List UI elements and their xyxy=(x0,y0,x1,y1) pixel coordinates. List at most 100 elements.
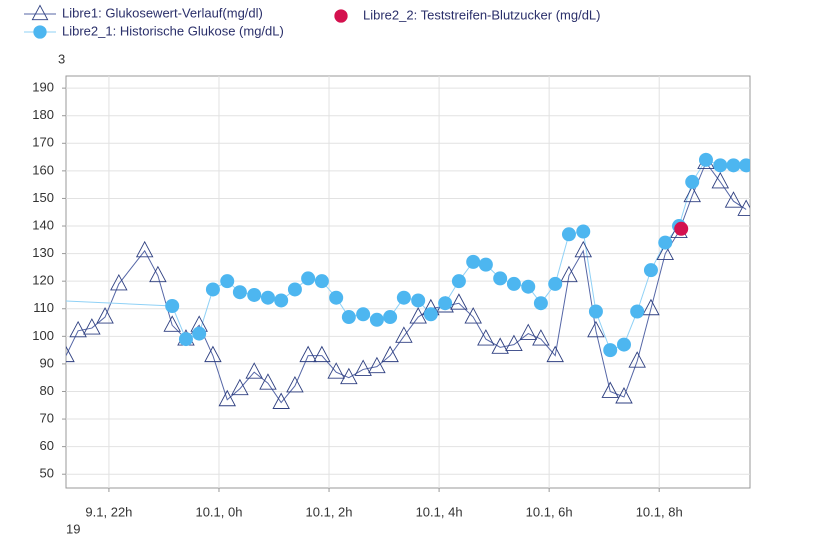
data-point xyxy=(438,296,453,311)
data-point xyxy=(381,345,399,363)
y-tick-label: 170 xyxy=(32,135,54,150)
data-point xyxy=(247,287,262,302)
y-tick-label: 80 xyxy=(40,383,54,398)
data-point xyxy=(505,334,523,352)
legend-label: Libre2_1: Historische Glukose (mg/dL) xyxy=(62,23,284,38)
data-point xyxy=(383,310,398,325)
data-point xyxy=(683,185,701,203)
data-point xyxy=(588,304,603,319)
data-point xyxy=(713,158,728,173)
data-point xyxy=(533,296,548,311)
y-tick-label: 110 xyxy=(33,300,54,315)
data-point xyxy=(477,329,495,346)
data-point xyxy=(231,378,249,396)
data-point xyxy=(301,271,316,286)
data-point xyxy=(656,243,675,261)
data-point xyxy=(260,290,275,305)
data-point xyxy=(354,359,372,376)
data-point xyxy=(66,345,75,363)
data-point xyxy=(546,345,564,363)
data-point xyxy=(178,332,193,347)
data-point xyxy=(356,307,371,322)
data-point xyxy=(548,276,563,291)
data-point xyxy=(587,320,605,338)
y-tick-label: 100 xyxy=(32,328,54,343)
y-tick-label: 130 xyxy=(32,245,54,260)
y-tick-label: 150 xyxy=(32,190,54,205)
data-point xyxy=(259,373,277,390)
data-point xyxy=(149,265,167,283)
data-point xyxy=(369,312,384,327)
data-point xyxy=(737,199,750,216)
x-tick-label: 10.1, 4h xyxy=(416,504,463,519)
data-point xyxy=(601,381,619,398)
data-point xyxy=(165,298,180,313)
data-point xyxy=(83,318,101,335)
data-point xyxy=(287,282,302,297)
data-point xyxy=(615,387,633,404)
data-point xyxy=(493,271,508,286)
x-tick-label: 10.1, 8h xyxy=(636,504,683,519)
data-point xyxy=(205,282,220,297)
data-point xyxy=(204,345,222,363)
data-point xyxy=(726,158,741,173)
data-point xyxy=(464,307,482,324)
legend-marker xyxy=(31,4,49,21)
data-point xyxy=(603,343,618,358)
plot-border xyxy=(65,75,751,489)
data-point xyxy=(69,320,87,338)
data-point xyxy=(616,337,631,352)
data-point xyxy=(628,351,646,368)
data-point xyxy=(491,337,509,354)
data-point xyxy=(711,171,730,189)
data-point xyxy=(395,326,413,343)
x-tick-label: 10.1, 0h xyxy=(195,504,242,519)
x-tick-label: 9.1, 22h xyxy=(85,504,132,519)
data-point xyxy=(451,274,466,289)
data-point xyxy=(642,298,660,316)
data-point xyxy=(576,224,591,239)
data-point xyxy=(110,273,128,291)
corner-label: 3 xyxy=(58,51,65,66)
data-point xyxy=(739,158,750,173)
data-point xyxy=(478,257,493,272)
data-point xyxy=(314,274,329,289)
y-tick-label: 190 xyxy=(32,80,54,95)
y-tick-label: 90 xyxy=(40,355,54,370)
legend-marker xyxy=(334,9,348,23)
data-point xyxy=(411,293,426,308)
legend-marker xyxy=(33,25,47,39)
data-point xyxy=(340,367,358,385)
data-point xyxy=(192,326,207,341)
y-tick-label: 180 xyxy=(32,107,54,122)
data-point xyxy=(135,240,154,258)
y-tick-label: 60 xyxy=(40,438,54,453)
data-point xyxy=(506,276,521,291)
y-tick-label: 70 xyxy=(40,410,54,425)
data-point xyxy=(423,307,438,322)
plot-area xyxy=(66,152,750,409)
x-tick-label: 10.1, 6h xyxy=(526,504,573,519)
y-tick-label: 140 xyxy=(32,217,54,232)
data-point xyxy=(698,152,713,167)
data-point xyxy=(574,240,593,258)
data-point xyxy=(466,254,481,269)
data-point xyxy=(561,227,576,242)
series-line xyxy=(66,159,747,351)
data-point xyxy=(532,329,550,346)
data-point xyxy=(327,362,345,379)
data-point xyxy=(341,310,356,325)
legend-label: Libre1: Glukosewert-Verlauf(mg/dl) xyxy=(62,5,263,20)
y-tick-label: 50 xyxy=(40,466,54,481)
data-point xyxy=(232,285,247,300)
data-point xyxy=(274,293,289,308)
data-point xyxy=(409,307,427,324)
data-point xyxy=(521,279,536,294)
data-point xyxy=(519,323,537,341)
data-point xyxy=(724,191,743,208)
data-point xyxy=(286,376,304,393)
data-point xyxy=(674,221,689,236)
data-point xyxy=(220,274,235,289)
data-point xyxy=(313,345,331,363)
